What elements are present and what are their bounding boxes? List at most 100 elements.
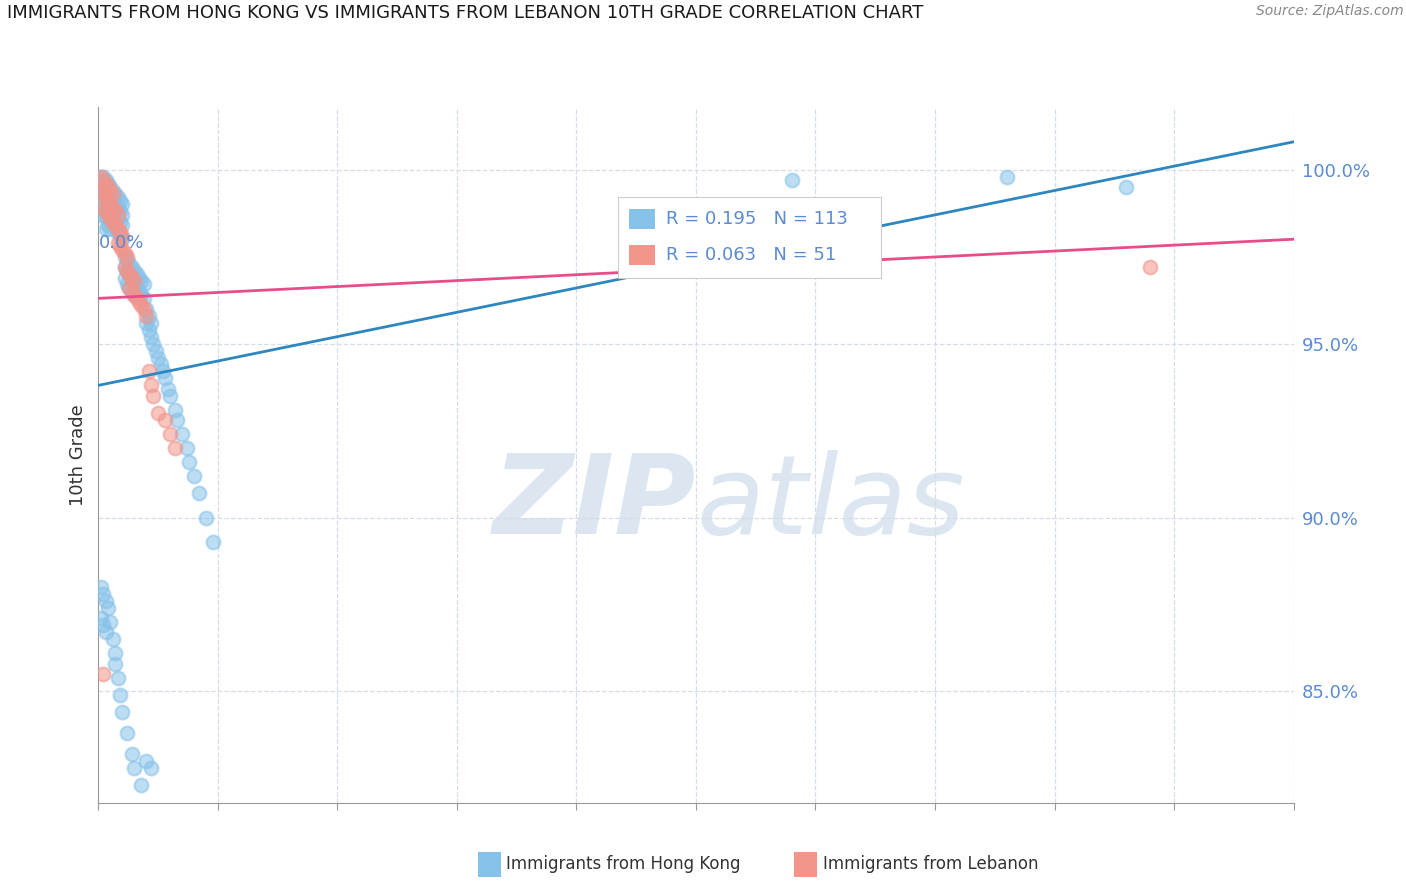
Point xyxy=(97,177,120,191)
Point xyxy=(121,270,143,285)
Text: 0.0%: 0.0% xyxy=(98,234,143,252)
Point xyxy=(108,228,131,243)
Point xyxy=(139,761,162,775)
Point xyxy=(163,441,186,455)
Point xyxy=(108,225,131,239)
Point xyxy=(104,204,127,219)
Point xyxy=(91,201,114,215)
Point xyxy=(115,263,138,277)
Point xyxy=(101,215,124,229)
Point xyxy=(94,173,117,187)
Point xyxy=(118,281,141,295)
Point xyxy=(139,316,162,330)
Text: Immigrants from Lebanon: Immigrants from Lebanon xyxy=(823,855,1038,873)
Point xyxy=(124,288,146,302)
Point xyxy=(118,281,141,295)
Point xyxy=(135,301,157,316)
Point xyxy=(104,186,127,201)
Point xyxy=(124,761,146,775)
Point xyxy=(145,343,167,358)
Point xyxy=(132,301,155,316)
Point xyxy=(91,208,114,222)
Text: atlas: atlas xyxy=(696,450,965,558)
Text: ZIP: ZIP xyxy=(492,450,696,558)
Point xyxy=(98,211,122,226)
Point xyxy=(90,184,112,198)
Point xyxy=(131,298,153,312)
Point xyxy=(91,190,114,204)
Point xyxy=(94,625,117,640)
Point xyxy=(101,204,124,219)
Point xyxy=(135,754,157,768)
Point xyxy=(107,671,129,685)
Point xyxy=(101,632,124,647)
Point xyxy=(131,778,153,792)
Point xyxy=(104,197,127,211)
Point xyxy=(90,169,112,184)
Point xyxy=(995,169,1018,184)
Point xyxy=(114,246,136,260)
Point xyxy=(101,184,124,198)
Point xyxy=(159,389,181,403)
Point xyxy=(111,197,134,211)
Point xyxy=(97,601,120,615)
Point xyxy=(166,413,188,427)
Point xyxy=(121,260,143,274)
Point xyxy=(97,197,120,211)
Point xyxy=(163,402,186,417)
Point xyxy=(111,243,134,257)
Point xyxy=(135,309,157,323)
Point xyxy=(94,211,117,226)
Point xyxy=(148,351,170,365)
Bar xyxy=(628,245,655,266)
Point xyxy=(97,208,120,222)
Point xyxy=(114,270,136,285)
Point xyxy=(94,177,117,191)
Point xyxy=(124,288,146,302)
Point xyxy=(142,389,165,403)
Point xyxy=(97,186,120,201)
Point xyxy=(94,204,117,219)
Point xyxy=(104,219,127,233)
Point xyxy=(124,274,146,288)
Point xyxy=(90,169,112,184)
Point xyxy=(94,594,117,608)
Point xyxy=(156,382,179,396)
Point xyxy=(90,186,112,201)
Point xyxy=(91,180,114,194)
Point xyxy=(91,587,114,601)
Point xyxy=(91,186,114,201)
Point xyxy=(121,747,143,761)
Point xyxy=(115,277,138,292)
Point xyxy=(101,215,124,229)
Point xyxy=(104,657,127,671)
Point xyxy=(97,208,120,222)
Point xyxy=(111,208,134,222)
Point xyxy=(107,211,129,226)
Point xyxy=(108,215,131,229)
Point xyxy=(94,204,117,219)
Text: IMMIGRANTS FROM HONG KONG VS IMMIGRANTS FROM LEBANON 10TH GRADE CORRELATION CHAR: IMMIGRANTS FROM HONG KONG VS IMMIGRANTS … xyxy=(7,4,924,22)
Point xyxy=(121,270,143,285)
Point xyxy=(115,250,138,264)
Bar xyxy=(628,210,655,229)
Point xyxy=(90,580,112,594)
Point xyxy=(115,726,138,740)
Point xyxy=(118,267,141,281)
Point xyxy=(152,364,174,378)
Point xyxy=(111,232,134,246)
Point xyxy=(179,455,201,469)
Point xyxy=(91,169,114,184)
Point xyxy=(202,534,225,549)
Point xyxy=(139,378,162,392)
Point xyxy=(125,291,148,305)
Point xyxy=(90,611,112,625)
Point xyxy=(128,285,150,299)
Point xyxy=(101,194,124,208)
Point xyxy=(1139,260,1161,274)
Point xyxy=(155,413,177,427)
Text: Immigrants from Hong Kong: Immigrants from Hong Kong xyxy=(506,855,741,873)
Point xyxy=(111,219,134,233)
Point xyxy=(176,441,198,455)
Y-axis label: 10th Grade: 10th Grade xyxy=(69,404,87,506)
